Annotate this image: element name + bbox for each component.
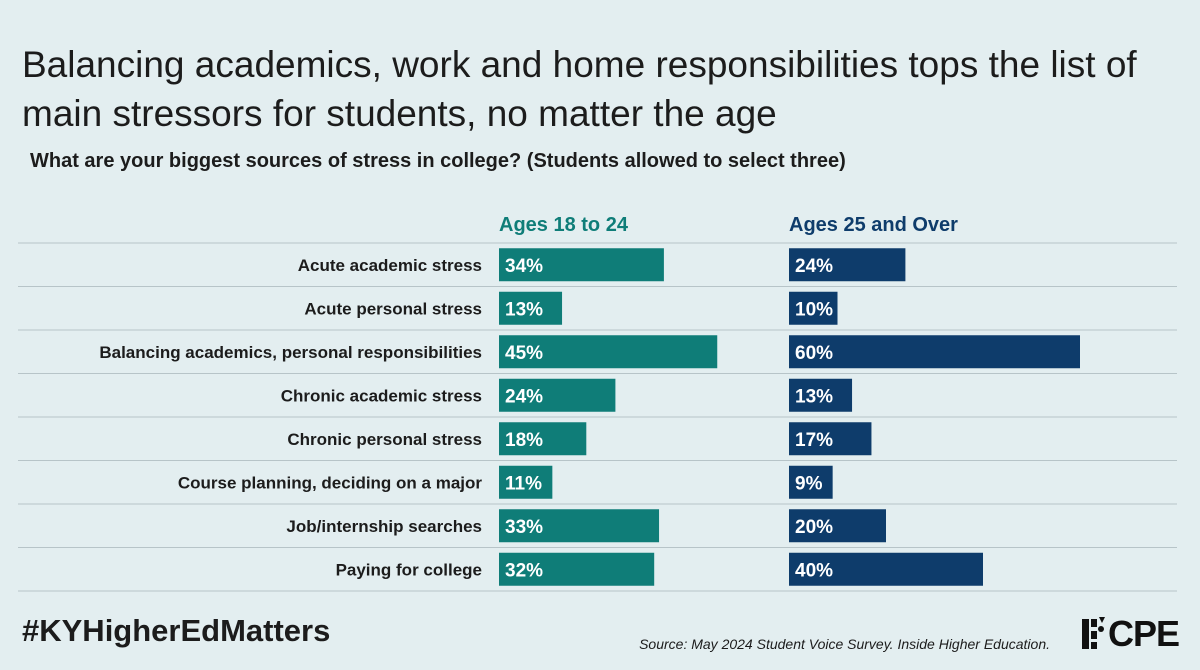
data-label-ages-25-over: 20% bbox=[795, 517, 833, 538]
legend-ages-25-over: Ages 25 and Over bbox=[789, 214, 958, 236]
bar-ages-25-over bbox=[789, 422, 872, 456]
data-label-ages-25-over: 24% bbox=[795, 256, 833, 277]
bar-ages-25-over bbox=[789, 465, 833, 499]
chart-subtitle: What are your biggest sources of stress … bbox=[30, 150, 846, 172]
hashtag: #KYHigherEdMatters bbox=[22, 613, 331, 648]
data-label-ages-18-24: 34% bbox=[505, 256, 543, 277]
cpe-logo-text: CPE bbox=[1108, 613, 1180, 654]
category-label: Chronic academic stress bbox=[281, 386, 482, 405]
bar-ages-18-24 bbox=[499, 509, 660, 543]
data-label-ages-25-over: 40% bbox=[795, 560, 833, 581]
bar-ages-18-24 bbox=[499, 465, 553, 499]
data-label-ages-25-over: 17% bbox=[795, 430, 833, 451]
bar-ages-25-over bbox=[789, 248, 906, 282]
source-note: Source: May 2024 Student Voice Survey. I… bbox=[639, 636, 1050, 652]
data-label-ages-25-over: 10% bbox=[795, 299, 833, 320]
data-label-ages-18-24: 11% bbox=[505, 473, 542, 494]
bar-ages-25-over bbox=[789, 378, 853, 412]
data-label-ages-25-over: 60% bbox=[795, 343, 833, 364]
category-label: Acute personal stress bbox=[304, 299, 482, 318]
bar-chart: Ages 18 to 24 Ages 25 and Over Acute acade… bbox=[18, 214, 1177, 592]
data-label-ages-25-over: 13% bbox=[795, 386, 833, 407]
category-label: Chronic personal stress bbox=[287, 430, 482, 449]
bar-ages-18-24 bbox=[499, 335, 718, 369]
data-label-ages-18-24: 18% bbox=[505, 430, 543, 451]
data-label-ages-25-over: 9% bbox=[795, 473, 823, 494]
bar-ages-25-over bbox=[789, 335, 1080, 369]
chart-title: Balancing academics, work and home respo… bbox=[22, 44, 1137, 134]
bar-ages-18-24 bbox=[499, 291, 563, 325]
data-label-ages-18-24: 33% bbox=[505, 517, 543, 538]
category-label: Course planning, deciding on a major bbox=[178, 473, 483, 492]
category-label: Balancing academics, personal responsibi… bbox=[99, 343, 482, 362]
bar-ages-25-over bbox=[789, 552, 983, 586]
category-label: Job/internship searches bbox=[286, 517, 482, 536]
category-label: Paying for college bbox=[336, 560, 482, 579]
category-label: Acute academic stress bbox=[298, 256, 482, 275]
data-label-ages-18-24: 32% bbox=[505, 560, 543, 581]
bar-ages-18-24 bbox=[499, 378, 616, 412]
data-label-ages-18-24: 45% bbox=[505, 343, 543, 364]
cpe-logo: CPE bbox=[1080, 613, 1180, 654]
data-label-ages-18-24: 13% bbox=[505, 299, 543, 320]
bar-ages-25-over bbox=[789, 291, 838, 325]
bar-ages-18-24 bbox=[499, 552, 655, 586]
bar-ages-18-24 bbox=[499, 422, 587, 456]
legend-ages-18-24: Ages 18 to 24 bbox=[499, 214, 629, 236]
bar-ages-25-over bbox=[789, 509, 886, 543]
cpe-logo-mark-icon bbox=[1082, 617, 1105, 649]
data-label-ages-18-24: 24% bbox=[505, 386, 543, 407]
bar-ages-18-24 bbox=[499, 248, 664, 282]
